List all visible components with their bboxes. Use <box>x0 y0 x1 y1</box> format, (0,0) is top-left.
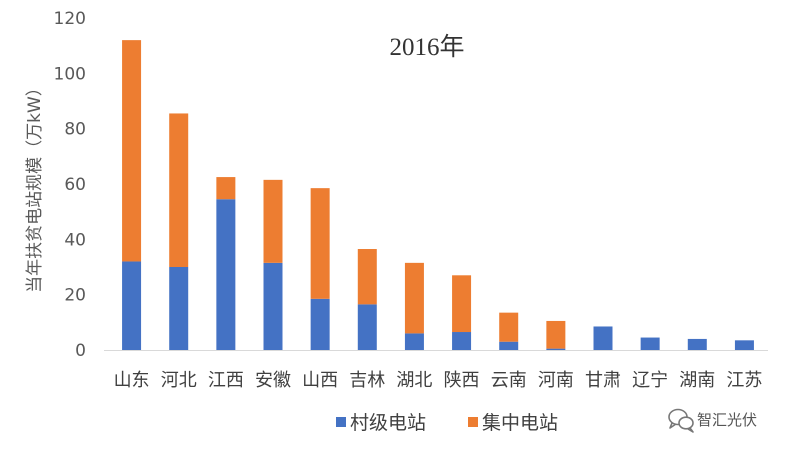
bar-centralized <box>122 40 142 262</box>
bar-village <box>263 262 283 350</box>
bar-centralized <box>546 320 566 349</box>
x-tick-label: 河北 <box>161 370 197 391</box>
bar-village <box>687 338 707 350</box>
bar-village <box>640 337 660 350</box>
bar-centralized <box>357 249 377 305</box>
watermark-text: 智汇光伏 <box>697 411 757 429</box>
y-tick-label: 60 <box>64 175 86 195</box>
x-tick-label: 安徽 <box>255 370 291 391</box>
y-axis-ticks: 0 20 40 60 80 100 120 <box>54 9 86 361</box>
bar-village <box>169 267 189 350</box>
x-tick-label: 河南 <box>538 370 574 391</box>
x-tick-label: 陕西 <box>444 370 480 391</box>
wechat-chat-bubbles-icon <box>668 408 694 433</box>
x-tick-label: 湖南 <box>679 370 715 391</box>
bar-centralized <box>404 262 424 334</box>
bar-village <box>593 326 613 350</box>
bar-village <box>310 298 330 350</box>
bar-village <box>216 199 236 350</box>
x-tick-label: 江苏 <box>726 370 762 391</box>
x-axis-tick-labels: 山东 河北 江西 安徽 山西 吉林 湖北 陕西 云南 河南 甘肃 辽宁 湖南 江苏 <box>114 370 763 391</box>
y-tick-label: 0 <box>75 341 86 361</box>
bar-centralized <box>169 113 189 267</box>
x-tick-label: 山西 <box>302 370 338 391</box>
legend-swatch-village <box>336 417 346 427</box>
y-axis-label: 当年扶贫电站规模（万kW） <box>25 79 45 293</box>
y-tick-label: 120 <box>54 9 86 29</box>
x-tick-label: 湖北 <box>396 370 432 391</box>
x-tick-label: 江西 <box>208 370 244 391</box>
legend-label-centralized: 集中电站 <box>482 412 558 434</box>
y-tick-label: 80 <box>64 120 86 140</box>
x-tick-label: 山东 <box>114 370 150 391</box>
bar-village <box>499 341 519 350</box>
bar-village <box>122 261 142 350</box>
x-tick-label: 吉林 <box>349 370 385 391</box>
watermark: 智汇光伏 <box>668 408 757 433</box>
y-tick-label: 100 <box>54 64 86 84</box>
bar-village <box>452 332 472 350</box>
bar-village <box>404 333 424 350</box>
bar-centralized <box>310 188 330 299</box>
bar-village <box>357 304 377 350</box>
x-tick-label: 甘肃 <box>585 370 621 391</box>
bar-centralized <box>499 312 519 342</box>
x-tick-label: 辽宁 <box>632 370 668 391</box>
x-tick-label: 云南 <box>491 370 527 391</box>
legend: 村级电站 集中电站 <box>336 412 558 434</box>
bar-village <box>734 340 754 350</box>
legend-swatch-centralized <box>468 417 478 427</box>
bar-village <box>546 348 566 350</box>
y-tick-label: 40 <box>64 230 86 250</box>
bar-centralized <box>216 177 236 200</box>
y-tick-label: 20 <box>64 286 86 306</box>
bar-centralized <box>452 275 472 333</box>
chart-title: 2016年 <box>389 33 464 61</box>
legend-label-village: 村级电站 <box>350 412 426 434</box>
bars-group <box>122 40 754 350</box>
bar-centralized <box>263 179 283 263</box>
